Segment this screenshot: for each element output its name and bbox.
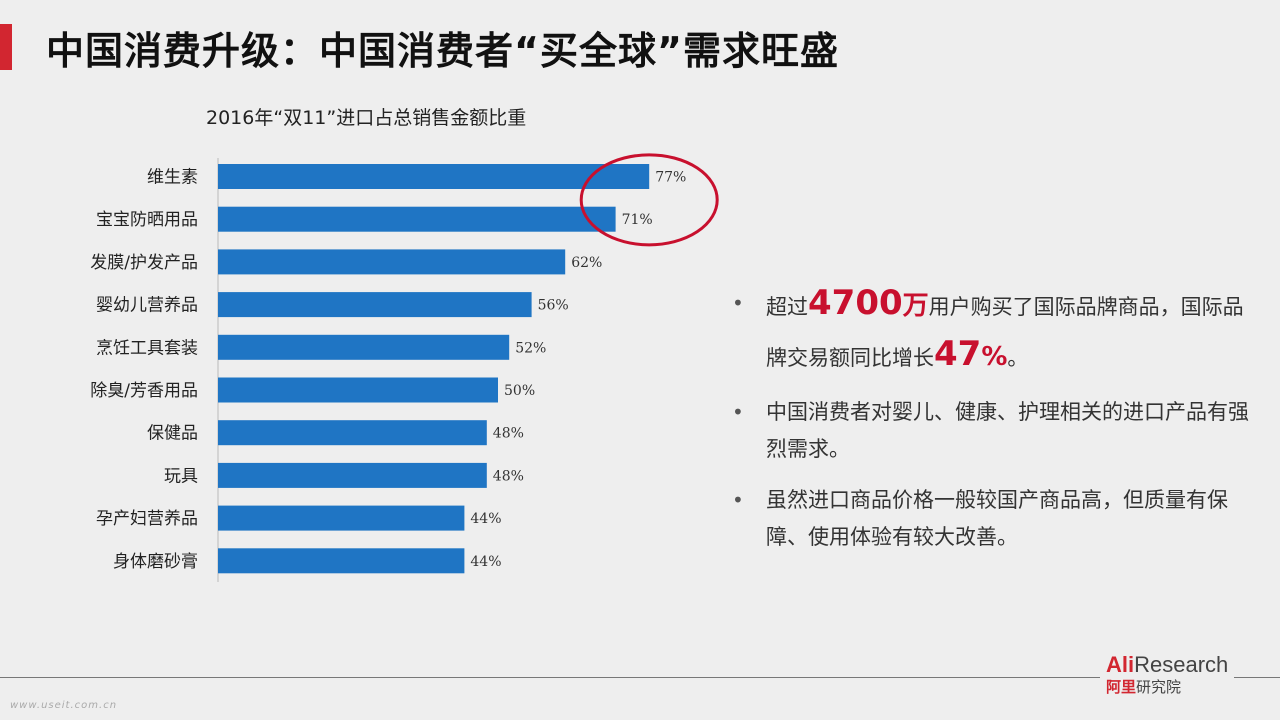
bullet-text: 。 — [1007, 346, 1029, 370]
bullet-text: 用户购买了国际品牌商品，国际品牌交易额同比增长 — [766, 295, 1244, 370]
category-label: 发膜/护发产品 — [90, 253, 198, 273]
category-label: 除臭/芳香用品 — [90, 381, 198, 401]
highlight-unit-wan: 万 — [902, 291, 929, 321]
bar — [218, 206, 616, 232]
highlight-number-growth: 47 — [934, 334, 982, 374]
bullet-item-price: 虽然进口商品价格一般较国产商品高，但质量有保障、使用体验有较大改善。 — [730, 482, 1250, 556]
bullet-item-users: 超过4700万用户购买了国际品牌商品，国际品牌交易额同比增长47%。 — [730, 280, 1250, 382]
bar — [218, 334, 510, 360]
watermark: www.useit.com.cn — [10, 700, 118, 711]
bar — [218, 249, 566, 275]
bar — [218, 377, 498, 403]
value-label: 44% — [470, 554, 501, 570]
chart-title: 2016年“双11”进口占总销售金额比重 — [206, 107, 527, 129]
bullet-text: 中国消费者对婴儿、健康、护理相关的进口产品有强烈需求。 — [766, 400, 1249, 461]
bullet-list: 超过4700万用户购买了国际品牌商品，国际品牌交易额同比增长47%。 中国消费者… — [730, 280, 1250, 556]
title-accent-bar — [0, 24, 12, 70]
value-label: 62% — [571, 255, 602, 271]
highlight-unit-percent: % — [981, 342, 1008, 372]
logo-cn-rest: 研究院 — [1136, 678, 1182, 696]
category-label: 宝宝防晒用品 — [96, 210, 198, 230]
logo-cn-brand: 阿里 — [1106, 678, 1137, 696]
category-label: 婴幼儿营养品 — [96, 296, 198, 316]
slide-title: 中国消费升级：中国消费者“买全球”需求旺盛 — [46, 29, 839, 73]
category-label: 玩具 — [164, 466, 198, 486]
value-label: 52% — [515, 340, 546, 356]
value-label: 44% — [470, 511, 501, 527]
bar — [218, 164, 650, 189]
bullet-text: 虽然进口商品价格一般较国产商品高，但质量有保障、使用体验有较大改善。 — [766, 488, 1228, 549]
value-label: 71% — [622, 212, 653, 228]
category-label: 保健品 — [147, 424, 198, 444]
value-label: 77% — [655, 170, 686, 186]
logo-en-brand: Ali — [1106, 652, 1135, 677]
bar — [218, 292, 532, 318]
bar — [218, 548, 465, 574]
category-label: 孕产妇营养品 — [96, 509, 198, 529]
footer-divider — [0, 677, 1280, 678]
bullet-text: 超过 — [766, 295, 808, 319]
value-label: 56% — [538, 298, 569, 314]
value-label: 48% — [493, 468, 524, 484]
logo-en-rest: Research — [1134, 652, 1229, 677]
highlight-ellipse — [579, 153, 719, 247]
category-label: 身体磨砂膏 — [113, 551, 198, 572]
aliresearch-logo: AliResearch 阿里研究院 — [1100, 652, 1235, 697]
value-label: 48% — [493, 426, 524, 442]
highlight-number-users: 4700 — [808, 283, 903, 323]
bar — [218, 505, 465, 531]
bar — [218, 462, 487, 488]
category-label: 烹饪工具套装 — [96, 337, 198, 358]
value-label: 50% — [504, 383, 535, 399]
bar — [218, 420, 487, 446]
bullet-item-demand: 中国消费者对婴儿、健康、护理相关的进口产品有强烈需求。 — [730, 394, 1250, 468]
category-label: 维生素 — [147, 168, 198, 188]
